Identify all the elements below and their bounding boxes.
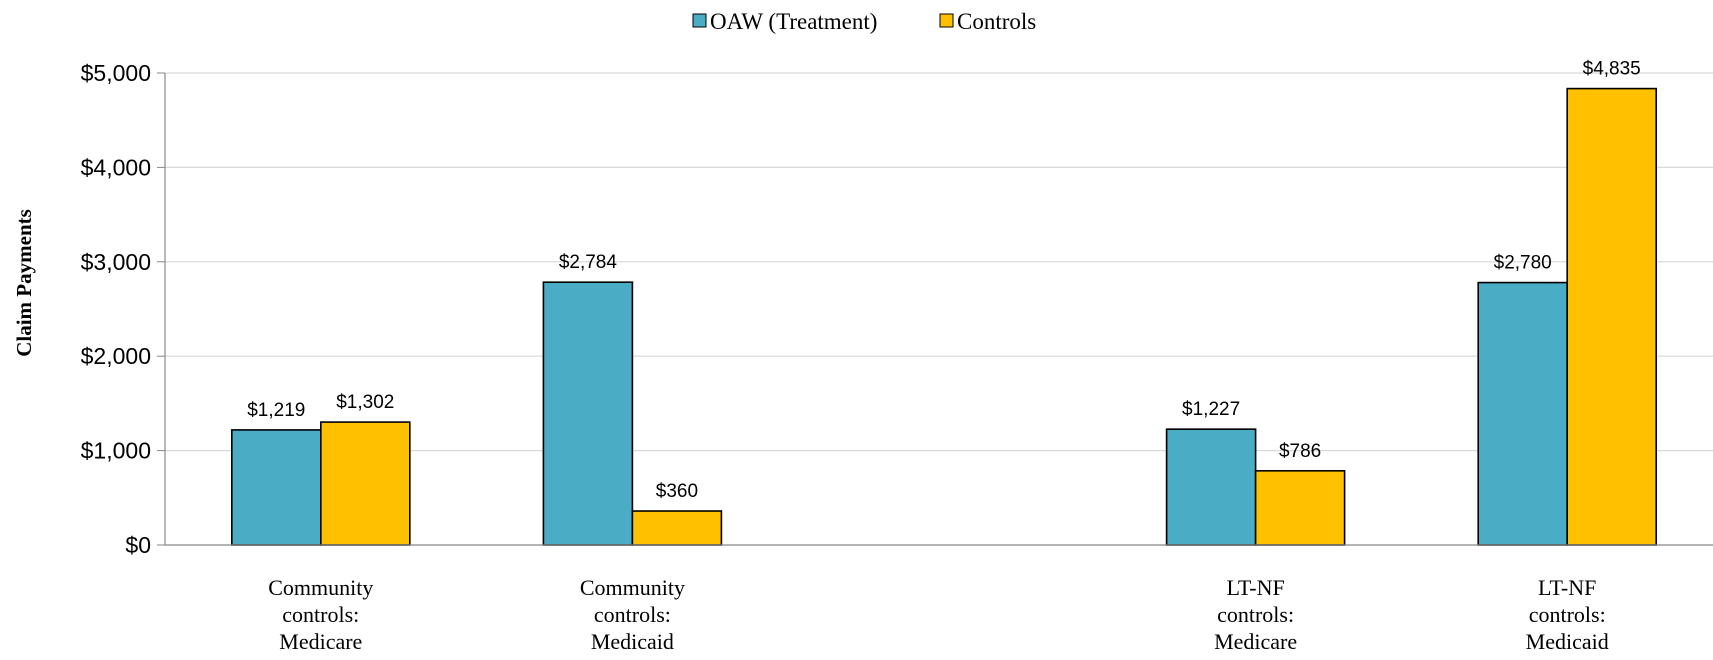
data-label: $786 — [1279, 441, 1321, 462]
data-label: $4,835 — [1583, 59, 1641, 80]
y-tick-label: $5,000 — [81, 60, 151, 86]
x-category-label: LT-NF — [1538, 575, 1596, 600]
x-category-label: Medicare — [1214, 629, 1297, 654]
y-axis-label: Claim Payments — [12, 209, 36, 357]
legend-label: Controls — [957, 9, 1036, 34]
data-label: $2,784 — [559, 252, 618, 273]
bar-treatment — [1477, 281, 1568, 546]
x-category-label: Community — [268, 575, 373, 600]
data-label: $1,302 — [336, 392, 394, 413]
y-tick-labels: $0 $1,000 $2,000 $3,000 $4,000 $5,000 — [81, 60, 151, 558]
data-label: $1,227 — [1182, 399, 1240, 420]
x-category-label: controls: — [282, 602, 359, 627]
bar-controls — [1566, 87, 1657, 546]
data-label: $2,780 — [1494, 253, 1552, 274]
bar-treatment — [1165, 428, 1257, 546]
gridlines — [157, 72, 1713, 546]
legend-label: OAW (Treatment) — [710, 9, 877, 34]
y-tick-label: $1,000 — [81, 438, 151, 464]
bar-controls — [1254, 470, 1346, 546]
y-tick-label: $2,000 — [81, 343, 151, 369]
legend-swatch-treatment — [692, 13, 707, 28]
x-category-labels: Communitycontrols:MedicareCommunitycontr… — [268, 575, 1609, 654]
data-label: $1,219 — [247, 400, 305, 421]
bar-controls — [319, 421, 411, 546]
x-category-label: Medicare — [279, 629, 362, 654]
y-tick-label: $0 — [125, 532, 151, 558]
data-labels: $1,219 $1,302 $2,784 $360 $1,227 $786 $2,780 $4… — [247, 59, 1641, 502]
bars — [231, 87, 1657, 546]
x-category-label: Medicaid — [591, 629, 674, 654]
bar-treatment — [231, 429, 322, 546]
axes — [164, 73, 1713, 546]
x-category-label: controls: — [1529, 602, 1606, 627]
legend-swatch-controls — [939, 13, 954, 28]
bar-treatment — [542, 281, 634, 546]
y-tick-label: $4,000 — [81, 154, 151, 180]
x-category-label: Community — [580, 575, 685, 600]
x-category-label: Medicaid — [1526, 629, 1609, 654]
x-category-label: controls: — [1217, 602, 1294, 627]
data-label: $360 — [656, 481, 698, 502]
bar-controls — [631, 510, 723, 546]
y-tick-label: $3,000 — [81, 249, 151, 275]
x-category-label: controls: — [594, 602, 671, 627]
legend: OAW (Treatment) Controls — [692, 9, 1036, 34]
x-category-label: LT-NF — [1226, 575, 1284, 600]
